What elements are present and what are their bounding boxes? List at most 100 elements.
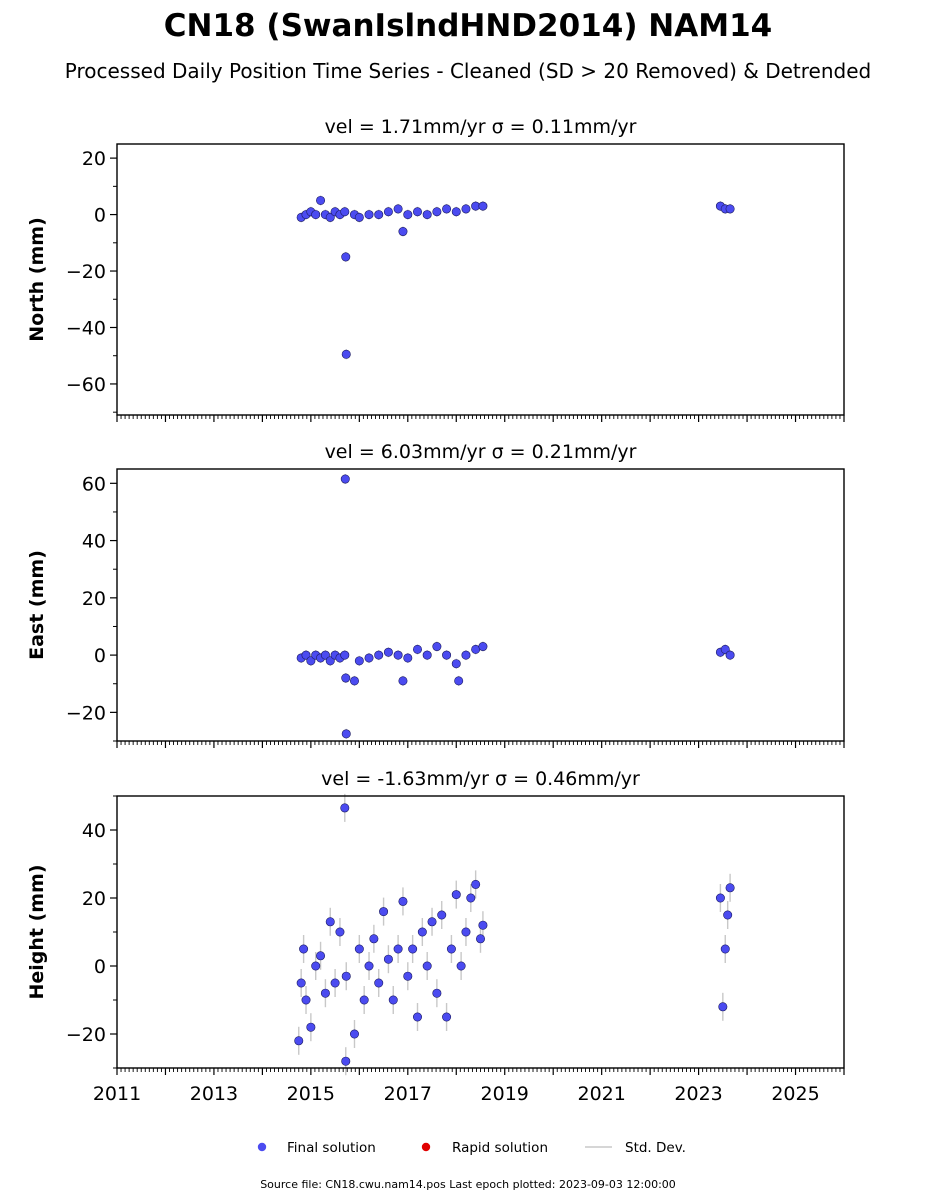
data-point <box>374 978 384 988</box>
x-tick-label: 2023 <box>674 1083 722 1105</box>
data-point <box>349 676 359 686</box>
panel-north-series <box>296 195 735 360</box>
y-tick-label: 0 <box>94 956 106 978</box>
data-point <box>451 659 461 669</box>
data-point <box>398 227 408 237</box>
panel-height: vel = -1.63mm/yr σ = 0.46mm/yr Height (mm… <box>26 768 845 1105</box>
panel-east-frame <box>116 468 845 742</box>
panel-east: vel = 6.03mm/yr σ = 0.21mm/yr East (mm) −2… <box>26 441 845 748</box>
data-point <box>335 927 345 937</box>
data-point <box>316 951 326 961</box>
panel-east-ylabel: East (mm) <box>26 550 48 660</box>
data-point <box>340 474 350 484</box>
data-point <box>720 644 730 654</box>
data-point <box>403 210 413 220</box>
y-tick-label: 20 <box>82 888 106 910</box>
data-point <box>341 971 351 981</box>
data-point <box>349 1029 359 1039</box>
data-point <box>306 656 316 666</box>
data-point <box>341 1056 351 1066</box>
data-point <box>456 961 466 971</box>
data-point <box>422 650 432 660</box>
data-point <box>398 676 408 686</box>
data-point <box>451 890 461 900</box>
y-tick-label: 20 <box>82 148 106 170</box>
panel-height-series <box>294 793 735 1076</box>
panel-east-vel-title: vel = 6.03mm/yr σ = 0.21mm/yr <box>325 441 637 463</box>
x-tick-label: 2013 <box>190 1083 238 1105</box>
data-point <box>461 204 471 214</box>
panel-height-vel-title: vel = -1.63mm/yr σ = 0.46mm/yr <box>321 768 640 790</box>
panel-east-series <box>296 474 735 739</box>
data-point <box>461 650 471 660</box>
data-point <box>364 961 374 971</box>
y-tick-label: 0 <box>94 205 106 227</box>
data-point <box>359 995 369 1005</box>
data-point <box>330 978 340 988</box>
legend-rapid-marker <box>421 1142 431 1152</box>
data-point <box>466 893 476 903</box>
data-point <box>306 1022 316 1032</box>
data-point <box>442 650 452 660</box>
data-point <box>341 673 351 683</box>
data-point <box>316 195 326 205</box>
y-tick-label: −40 <box>66 317 106 339</box>
data-point <box>341 729 351 739</box>
data-point <box>471 879 481 889</box>
legend-std-label: Std. Dev. <box>625 1140 686 1156</box>
data-point <box>354 212 364 222</box>
data-point <box>374 650 384 660</box>
data-point <box>379 907 389 917</box>
data-point <box>454 676 464 686</box>
data-point <box>383 647 393 657</box>
data-point <box>301 650 311 660</box>
data-point <box>475 934 485 944</box>
data-point <box>446 944 456 954</box>
data-point <box>451 207 461 217</box>
data-point <box>325 917 335 927</box>
x-tick-label: 2019 <box>481 1083 529 1105</box>
panel-north-frame <box>116 143 845 416</box>
data-point <box>422 210 432 220</box>
data-point <box>432 642 442 652</box>
data-point <box>320 650 330 660</box>
y-tick-label: 20 <box>82 588 106 610</box>
data-point <box>301 995 311 1005</box>
data-point <box>412 644 422 654</box>
x-tick-label: 2011 <box>93 1083 141 1105</box>
data-point <box>461 927 471 937</box>
data-point <box>388 995 398 1005</box>
data-point <box>364 210 374 220</box>
data-point <box>340 650 350 660</box>
source-footer: Source file: CN18.cwu.nam14.pos Last epo… <box>260 1178 676 1191</box>
x-tick-label: 2021 <box>577 1083 625 1105</box>
data-point <box>294 1036 304 1046</box>
data-point <box>427 917 437 927</box>
y-tick-label: −20 <box>66 261 106 283</box>
data-point <box>340 207 350 217</box>
data-point <box>364 653 374 663</box>
figure-title: CN18 (SwanIslndHND2014) NAM14 <box>164 8 772 44</box>
data-point <box>442 1012 452 1022</box>
data-point <box>478 920 488 930</box>
data-point <box>478 201 488 211</box>
data-point <box>725 650 735 660</box>
panel-height-ylabel: Height (mm) <box>26 864 48 999</box>
data-point <box>311 210 321 220</box>
data-point <box>325 656 335 666</box>
legend: Final solution Rapid solution Std. Dev. <box>257 1140 686 1156</box>
y-tick-label: 0 <box>94 645 106 667</box>
data-point <box>432 988 442 998</box>
data-point <box>412 1012 422 1022</box>
y-tick-label: 40 <box>82 820 106 842</box>
data-point <box>341 349 351 359</box>
data-point <box>311 961 321 971</box>
data-point <box>718 1002 728 1012</box>
y-tick-label: 60 <box>82 473 106 495</box>
data-point <box>340 803 350 813</box>
data-point <box>408 944 418 954</box>
x-tick-label: 2015 <box>287 1083 335 1105</box>
data-point <box>341 252 351 262</box>
